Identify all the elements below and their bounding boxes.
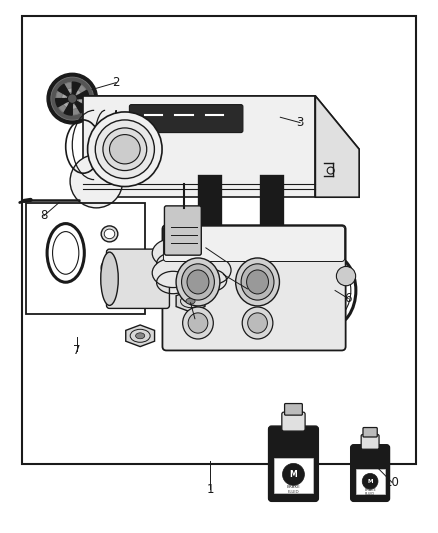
Polygon shape [126,325,155,346]
FancyBboxPatch shape [351,445,389,502]
Polygon shape [72,82,81,99]
Text: 8: 8 [40,209,47,222]
FancyBboxPatch shape [129,104,243,133]
Text: 3: 3 [297,116,304,129]
Ellipse shape [88,112,162,187]
Text: 1: 1 [206,483,214,496]
Text: 5: 5 [244,282,251,295]
Polygon shape [58,84,72,99]
Ellipse shape [110,134,140,164]
Ellipse shape [62,88,83,109]
Ellipse shape [189,255,231,285]
Ellipse shape [104,229,115,239]
FancyBboxPatch shape [268,426,318,502]
FancyBboxPatch shape [282,412,305,431]
Ellipse shape [186,298,195,304]
Text: FLUID: FLUID [288,490,299,494]
Polygon shape [72,90,89,99]
Text: M: M [367,479,373,484]
Ellipse shape [183,307,213,339]
Ellipse shape [248,313,267,333]
Ellipse shape [101,260,118,276]
Ellipse shape [69,95,75,102]
Polygon shape [176,290,205,312]
Ellipse shape [187,270,209,294]
Polygon shape [56,99,72,107]
Text: 4: 4 [222,255,230,268]
Ellipse shape [51,77,94,120]
FancyBboxPatch shape [162,225,346,351]
FancyBboxPatch shape [285,403,302,415]
Polygon shape [83,96,359,149]
Polygon shape [64,99,72,115]
Ellipse shape [181,264,215,300]
Ellipse shape [241,264,274,300]
Ellipse shape [242,307,273,339]
Text: 10: 10 [385,476,399,489]
Polygon shape [72,99,87,113]
Text: 7: 7 [73,344,81,357]
Text: 9: 9 [191,312,199,325]
Ellipse shape [67,94,77,103]
Ellipse shape [70,155,123,208]
Ellipse shape [236,258,279,306]
Polygon shape [83,96,315,197]
Text: BRAKE: BRAKE [286,484,300,489]
Ellipse shape [66,92,78,105]
Circle shape [362,473,378,489]
FancyBboxPatch shape [163,226,345,262]
Text: BRAKE: BRAKE [364,488,376,492]
Bar [274,458,313,493]
Ellipse shape [101,252,118,305]
Circle shape [283,463,304,486]
Ellipse shape [95,120,154,179]
Ellipse shape [47,74,97,124]
Ellipse shape [188,313,208,333]
Ellipse shape [152,258,194,288]
Text: M: M [290,470,297,479]
Ellipse shape [136,333,145,339]
Polygon shape [315,96,359,197]
Ellipse shape [247,270,268,294]
Text: FLUID: FLUID [365,492,375,496]
Ellipse shape [104,263,115,272]
Ellipse shape [56,82,88,115]
FancyBboxPatch shape [361,434,379,449]
FancyBboxPatch shape [106,249,170,309]
Ellipse shape [101,226,118,242]
Ellipse shape [189,236,231,265]
Ellipse shape [176,258,220,306]
Ellipse shape [152,239,194,268]
Bar [22,16,416,464]
Circle shape [336,266,356,286]
Ellipse shape [103,128,147,171]
Bar [26,203,145,314]
Text: 2: 2 [112,76,120,89]
Bar [356,469,385,494]
Text: 6: 6 [344,292,352,305]
FancyBboxPatch shape [164,206,201,255]
FancyBboxPatch shape [363,427,377,437]
